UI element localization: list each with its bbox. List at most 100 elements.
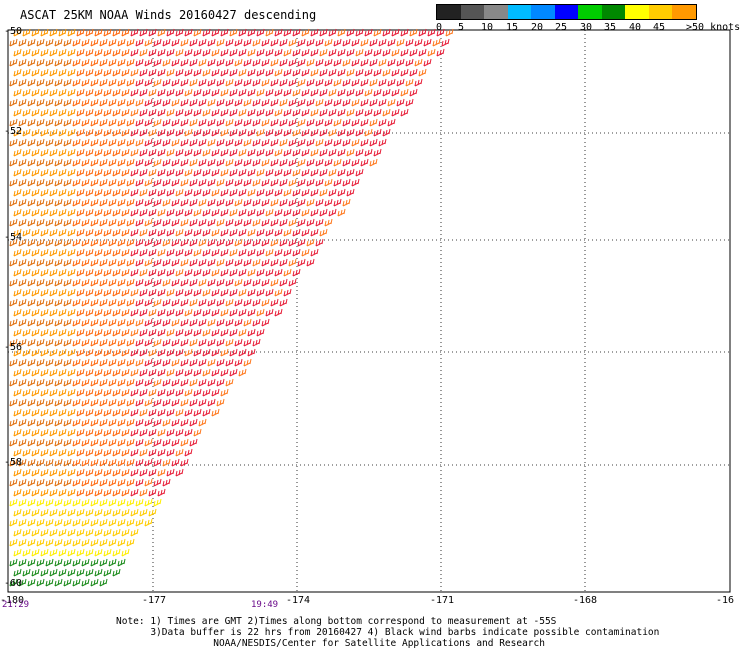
wind-barb (121, 488, 130, 497)
wind-barb (351, 118, 360, 127)
wind-barb (49, 568, 58, 577)
wind-barb (346, 88, 355, 97)
wind-barb (342, 78, 351, 87)
legend-swatch (460, 5, 484, 19)
wind-barb (45, 438, 54, 447)
wind-barb (22, 128, 31, 137)
wind-barb (135, 498, 144, 507)
wind-barb (94, 188, 103, 197)
wind-barb (229, 28, 238, 37)
wind-barb (153, 158, 162, 167)
wind-barb (49, 88, 58, 97)
wind-barb (9, 238, 18, 247)
wind-barb (234, 258, 243, 267)
wind-barb (216, 278, 225, 287)
wind-barb (297, 198, 306, 207)
wind-barb (189, 118, 198, 127)
wind-barb (234, 358, 243, 367)
wind-barb (207, 98, 216, 107)
wind-barb (99, 418, 108, 427)
wind-barb (162, 78, 171, 87)
wind-barb (225, 278, 234, 287)
wind-barb (76, 268, 85, 277)
wind-barb (40, 108, 49, 117)
wind-barb (45, 398, 54, 407)
wind-barb (351, 138, 360, 147)
wind-barb (234, 278, 243, 287)
legend-label: 40 (629, 22, 642, 33)
wind-barb (157, 448, 166, 457)
wind-barb (99, 298, 108, 307)
wind-barb (108, 338, 117, 347)
wind-barb (198, 318, 207, 327)
wind-barb (103, 508, 112, 517)
wind-barb (153, 338, 162, 347)
wind-barb (13, 88, 22, 97)
wind-barb (130, 208, 139, 217)
wind-barb (45, 578, 54, 587)
wind-barb (328, 28, 337, 37)
wind-barb (135, 278, 144, 287)
wind-barb (81, 278, 90, 287)
wind-barb (292, 128, 301, 137)
wind-barb (94, 548, 103, 557)
wind-barb (180, 318, 189, 327)
wind-barb (301, 68, 310, 77)
wind-barb (49, 528, 58, 537)
wind-barb (130, 128, 139, 137)
wind-barb (238, 248, 247, 257)
wind-barb (36, 298, 45, 307)
wind-barb (180, 278, 189, 287)
wind-barb (54, 398, 63, 407)
wind-barb (202, 108, 211, 117)
wind-barb (261, 298, 270, 307)
wind-barb (252, 338, 261, 347)
wind-barb (27, 118, 36, 127)
wind-barb (144, 38, 153, 47)
wind-barb (364, 128, 373, 137)
wind-barb (103, 308, 112, 317)
wind-barb (94, 448, 103, 457)
wind-barb (76, 328, 85, 337)
wind-barb (162, 478, 171, 487)
wind-barb (238, 148, 247, 157)
wind-barb (49, 368, 58, 377)
wind-barb (67, 28, 76, 37)
wind-barb (67, 208, 76, 217)
wind-barb (58, 108, 67, 117)
wind-barb (184, 208, 193, 217)
wind-barb (414, 58, 423, 67)
wind-barb (189, 58, 198, 67)
wind-barb (76, 528, 85, 537)
wind-barb (243, 138, 252, 147)
wind-speed-legend: 0 5 10 15 20 25 30 35 40 45 >50 knots (436, 4, 740, 34)
wind-barb (36, 158, 45, 167)
wind-barb (315, 38, 324, 47)
wind-barb (193, 148, 202, 157)
wind-barb (49, 28, 58, 37)
wind-barb (265, 168, 274, 177)
wind-barb (31, 288, 40, 297)
wind-barb (108, 418, 117, 427)
wind-barb (387, 38, 396, 47)
wind-barb (130, 348, 139, 357)
wind-barb (234, 38, 243, 47)
wind-barb (306, 218, 315, 227)
wind-barb (382, 68, 391, 77)
wind-barb (405, 98, 414, 107)
wind-barb (31, 548, 40, 557)
wind-barb (157, 168, 166, 177)
wind-barb (360, 78, 369, 87)
wind-barb (324, 138, 333, 147)
wind-barb (382, 88, 391, 97)
wind-barb (157, 228, 166, 237)
wind-barb (13, 228, 22, 237)
wind-barb (31, 388, 40, 397)
wind-barb (121, 428, 130, 437)
wind-barb (22, 368, 31, 377)
wind-barb (346, 128, 355, 137)
wind-barb (94, 528, 103, 537)
wind-barb (99, 338, 108, 347)
wind-barb (117, 538, 126, 547)
